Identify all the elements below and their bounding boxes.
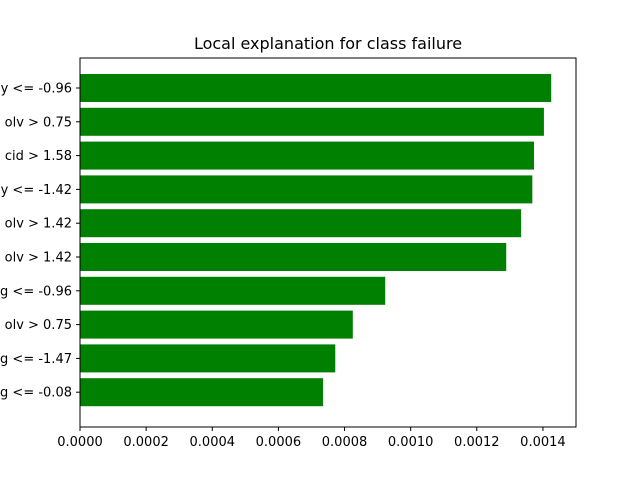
y-axis-ticks: y <= -0.96 olv > 0.75 cid > 1.58 y <= -1.42… (0, 82, 80, 401)
bar (80, 276, 386, 305)
bar (80, 107, 544, 136)
bar (80, 378, 324, 407)
y-tick-label: y <= -0.96 (1, 82, 72, 97)
y-tick-label: olv > 0.75 (5, 115, 72, 130)
y-tick-label: olv > 0.75 (5, 318, 72, 333)
x-tick-label: 0.0004 (190, 435, 236, 450)
bar (80, 310, 353, 339)
x-tick-label: 0.0000 (57, 435, 103, 450)
bars-group (80, 74, 552, 407)
bar (80, 344, 336, 373)
y-tick-label: olv > 1.42 (5, 217, 72, 232)
x-tick-label: 0.0008 (322, 435, 368, 450)
x-tick-label: 0.0002 (123, 435, 169, 450)
y-tick-label: y <= -1.42 (1, 183, 72, 198)
x-tick-label: 0.0012 (454, 435, 500, 450)
y-tick-label: olv > 1.42 (5, 251, 72, 266)
y-tick-label: g <= -1.47 (0, 352, 72, 367)
y-tick-label: g <= -0.96 (0, 284, 72, 299)
x-tick-label: 0.0010 (388, 435, 434, 450)
chart-title: Local explanation for class failure (194, 34, 462, 53)
x-tick-label: 0.0014 (520, 435, 566, 450)
x-axis-ticks: 0.0000 0.0002 0.0004 0.0006 0.0008 0.0010 0.00… (57, 427, 566, 450)
y-tick-label: cid > 1.58 (5, 149, 72, 164)
bar (80, 74, 552, 102)
bar (80, 175, 533, 204)
bar (80, 209, 522, 238)
y-tick-label: g <= -0.08 (0, 386, 72, 401)
bar (80, 243, 507, 271)
x-tick-label: 0.0006 (256, 435, 302, 450)
bar (80, 141, 535, 170)
plot-frame (79, 57, 577, 428)
